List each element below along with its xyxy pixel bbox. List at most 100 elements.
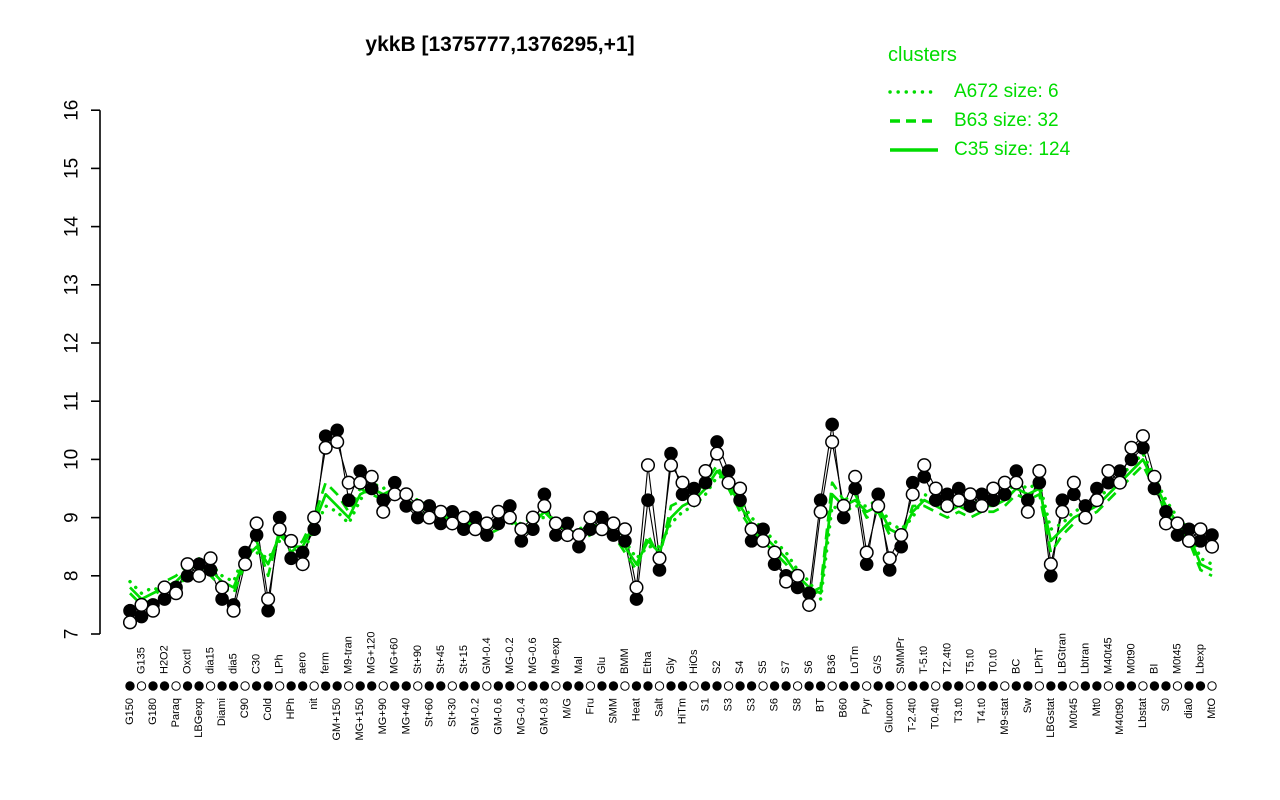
x-label: LoTm	[849, 646, 861, 674]
x-label: MG-0.6	[527, 637, 539, 674]
x-label: Mt0	[1091, 698, 1103, 716]
condition-marker	[700, 681, 711, 691]
condition-marker	[666, 681, 676, 691]
x-label: HiTm	[677, 698, 689, 724]
y-axis: 7 8 9 10 11 12 13 14 15 16	[62, 100, 101, 639]
data-point-open	[1043, 557, 1058, 572]
data-point-open	[525, 510, 540, 525]
x-label: Lbtran	[1079, 643, 1091, 674]
condition-marker	[447, 681, 457, 691]
data-point-filled	[1193, 534, 1208, 548]
data-point-filled	[652, 563, 667, 577]
data-point-filled	[687, 481, 701, 496]
data-point-filled	[307, 522, 321, 537]
condition-marker	[1069, 681, 1079, 691]
data-point-open	[663, 458, 679, 473]
condition-marker	[861, 681, 872, 691]
condition-marker	[585, 681, 596, 691]
condition-marker	[1034, 681, 1045, 691]
condition-marker	[401, 681, 411, 691]
x-label: Lbexp	[1194, 644, 1206, 674]
x-label: ferm	[320, 652, 332, 674]
x-label: Cold	[262, 698, 274, 721]
data-point-open	[168, 586, 184, 601]
data-point-filled	[1113, 464, 1127, 478]
condition-marker	[815, 681, 826, 691]
data-point-filled	[272, 510, 287, 525]
y-tick-label: 14	[62, 216, 83, 238]
x-label: GM-0.8	[538, 698, 550, 735]
data-point-filled	[859, 557, 874, 571]
data-point-filled	[767, 557, 782, 571]
legend-label-a672: A672 size: 6	[954, 80, 1059, 102]
data-point-open	[433, 504, 448, 519]
dashed-line-sample	[888, 117, 940, 125]
data-point-open	[1147, 469, 1162, 484]
data-point-open	[226, 603, 241, 618]
data-point-filled	[445, 504, 460, 519]
data-point-filled	[664, 446, 678, 461]
x-label: Salt	[653, 698, 665, 717]
x-label: M/G	[561, 698, 573, 719]
data-point-open	[249, 516, 264, 531]
x-label: nit	[308, 698, 320, 710]
data-point-open	[905, 487, 920, 502]
condition-marker	[539, 681, 550, 691]
data-point-open	[548, 516, 563, 531]
data-point-open	[307, 510, 322, 525]
data-point-filled	[825, 417, 839, 432]
data-point-open	[652, 551, 667, 566]
data-point-open	[502, 510, 517, 525]
data-point-open	[606, 516, 621, 531]
x-label: G180	[147, 698, 159, 725]
x-label: M40t90	[1114, 698, 1126, 735]
data-point-open	[445, 516, 460, 531]
data-point-filled	[1090, 481, 1104, 496]
data-point-open	[940, 498, 955, 514]
data-point-open	[928, 481, 943, 496]
x-label: T4.t0	[976, 698, 988, 723]
data-point-open	[399, 487, 414, 502]
condition-marker	[320, 681, 331, 691]
x-label: St+15	[458, 645, 470, 674]
data-point-filled	[134, 609, 149, 624]
data-point-filled	[1136, 440, 1150, 455]
data-point-filled	[318, 429, 333, 443]
condition-marker	[182, 681, 193, 691]
data-point-open	[272, 522, 287, 537]
legend-item-b63: B63 size: 32	[888, 106, 1070, 135]
data-point-open	[410, 498, 425, 514]
x-label: BT	[815, 698, 827, 712]
condition-marker	[735, 681, 745, 691]
data-point-open	[468, 522, 483, 537]
condition-marker	[631, 681, 642, 691]
x-label: Paraq	[170, 698, 182, 727]
condition-marker	[355, 681, 365, 691]
condition-marker	[297, 681, 308, 691]
x-label: MG+60	[389, 638, 401, 674]
data-point-filled	[1159, 504, 1173, 519]
data-point-open	[1101, 463, 1116, 479]
data-point-open	[640, 458, 656, 473]
x-label: S0	[1160, 698, 1172, 711]
x-label: SMM	[607, 698, 619, 724]
data-point-filled	[1170, 528, 1185, 542]
condition-marker	[228, 681, 239, 691]
data-point-filled	[1044, 569, 1058, 583]
data-point-filled	[1147, 481, 1162, 496]
data-point-open	[1020, 504, 1035, 519]
data-point-open	[802, 597, 817, 612]
x-label: T3.t0	[953, 698, 965, 723]
x-axis-labels: G150 G135 G180 H2O2 Paraq Oxctl LBGexp dia15 Dia…	[124, 632, 1218, 741]
x-label: dia0	[1183, 698, 1195, 719]
x-label: BMM	[619, 648, 631, 674]
x-label: MG+90	[377, 698, 389, 734]
x-label: Oxctl	[182, 649, 194, 674]
x-label: C30	[251, 654, 263, 674]
x-label: Sw	[1022, 698, 1034, 713]
data-point-filled	[595, 510, 609, 525]
y-tick-label: 8	[62, 571, 83, 582]
data-point-filled	[733, 493, 747, 507]
x-label: dia5	[228, 653, 240, 674]
